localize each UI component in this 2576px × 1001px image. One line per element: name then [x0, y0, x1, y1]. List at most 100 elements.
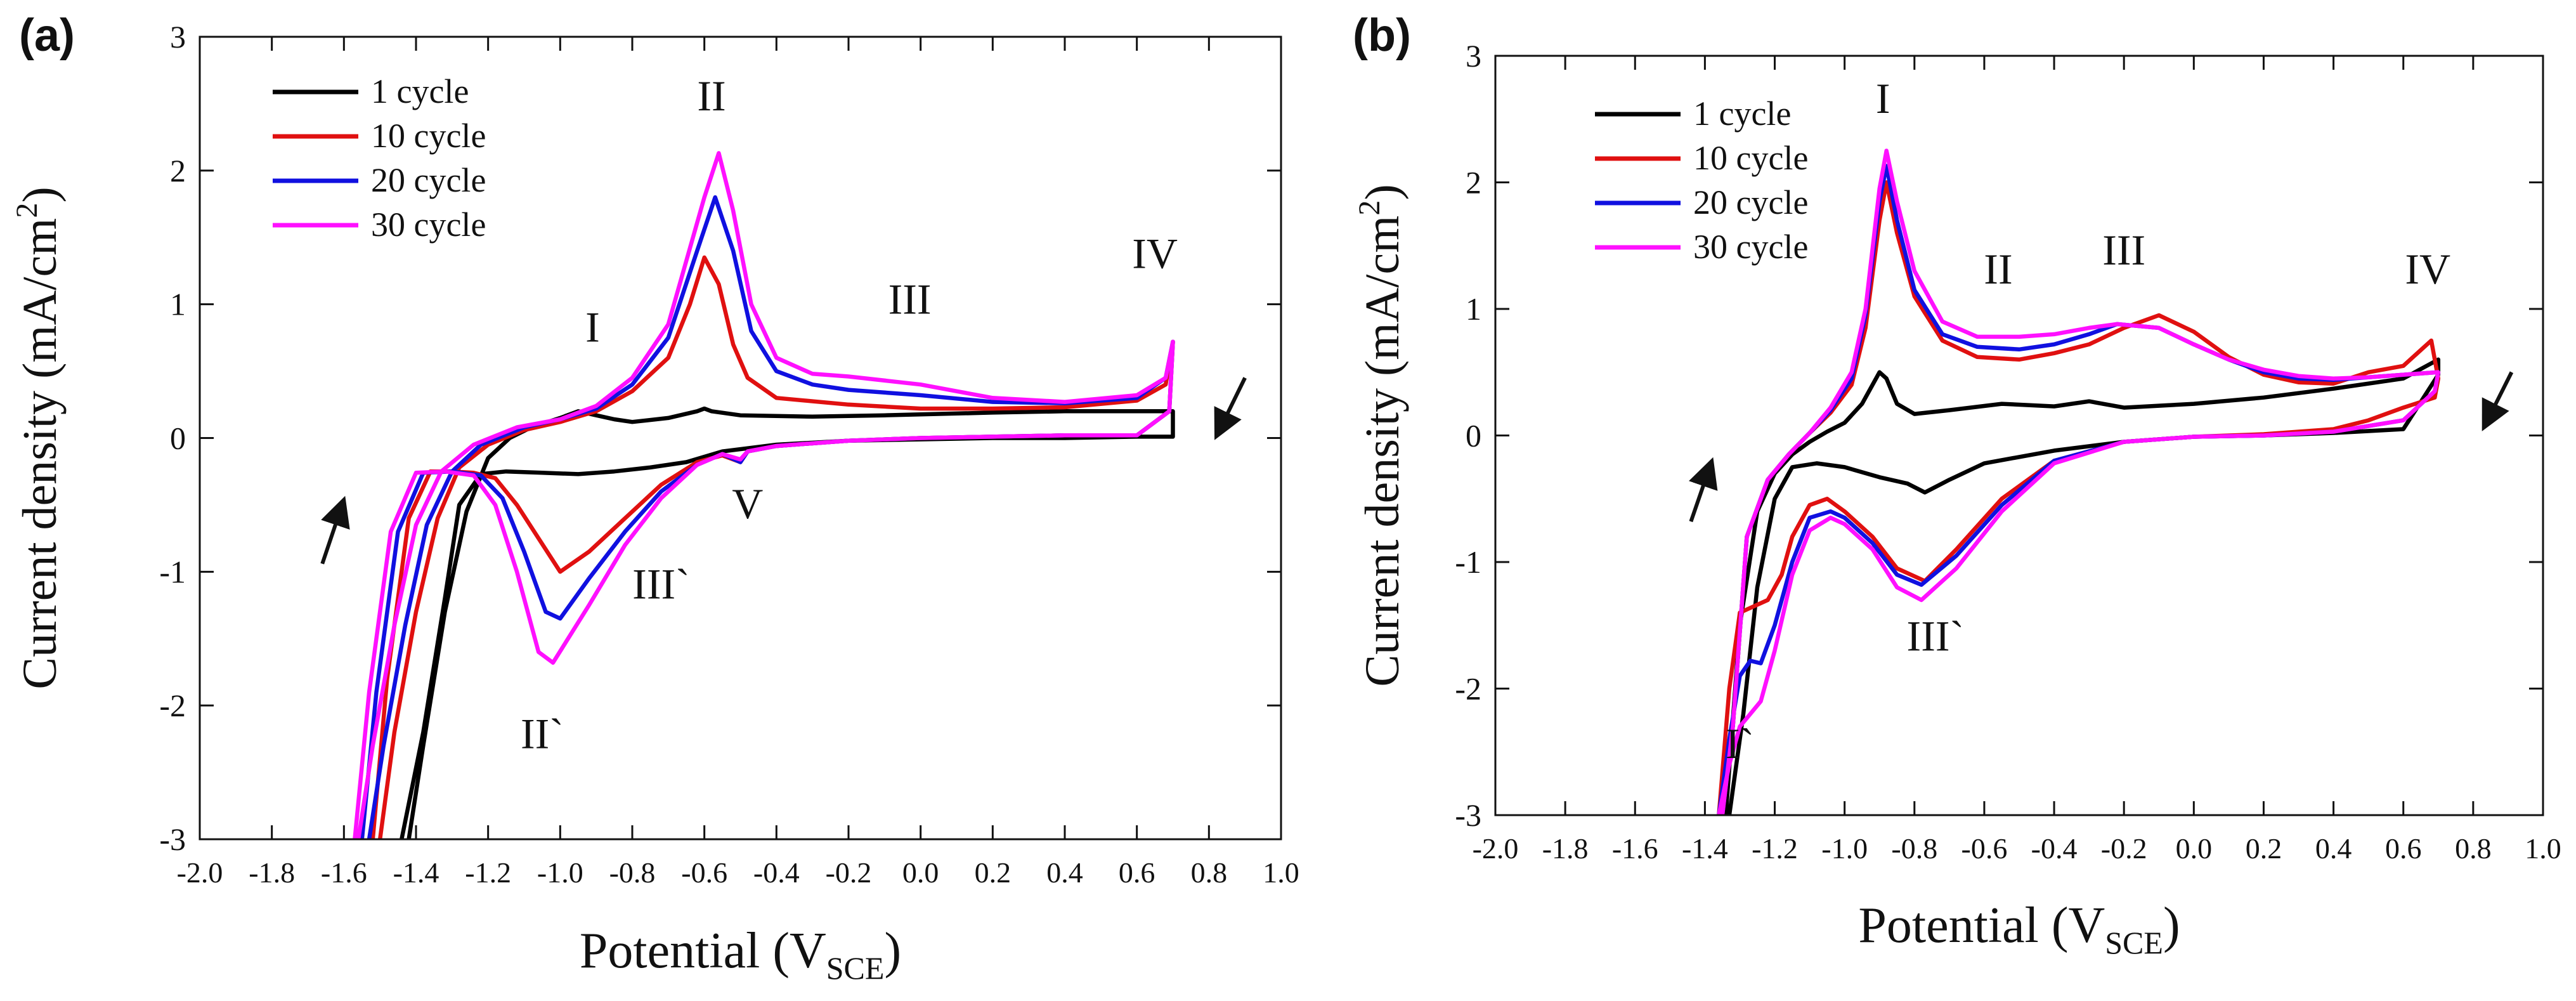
y-axis-label-sup: 2 — [1353, 200, 1386, 216]
y-axis-label: Current density (mA/cm2) — [10, 186, 67, 689]
x-tick-label: -2.0 — [1473, 832, 1519, 865]
scan-direction-arrow — [2482, 371, 2514, 431]
x-tick-label: 0.4 — [2315, 832, 2352, 865]
x-tick-label: 0.2 — [975, 856, 1012, 889]
x-tick-label: 0.8 — [2455, 832, 2492, 865]
y-tick-label: -3 — [1455, 797, 1481, 833]
y-tick-label: 3 — [170, 19, 186, 55]
x-axis-label: Potential (VSCE) — [580, 923, 901, 986]
x-tick-label: -1.8 — [249, 856, 295, 889]
legend-label: 20 cycle — [371, 161, 486, 199]
x-axis-label-main: Potential (V — [1858, 898, 2105, 953]
x-tick-label: 0.6 — [1119, 856, 1155, 889]
peak-annotation: II — [697, 72, 725, 120]
x-tick-label: -0.2 — [826, 856, 872, 889]
x-tick-label: -0.8 — [1891, 832, 1937, 865]
y-tick-label: 0 — [170, 421, 186, 456]
y-tick-label: 1 — [1466, 291, 1481, 327]
x-tick-label: -1.0 — [1821, 832, 1868, 865]
y-tick-label: 3 — [1466, 38, 1481, 74]
x-tick-label: -0.2 — [2101, 832, 2147, 865]
x-axis-label-sub: SCE — [2105, 925, 2163, 960]
x-axis-label-sub: SCE — [826, 950, 885, 986]
peak-annotation: IV — [1132, 230, 1178, 278]
x-tick-label: -0.4 — [2031, 832, 2078, 865]
x-axis-label: Potential (VSCE) — [1858, 898, 2180, 960]
legend-label: 20 cycle — [1693, 183, 1808, 221]
panel-b: (b)-2.0 -1.8 -1.6 -1.4 -1.2 -1.0 -0.8 -0.6 -0.4-… — [1353, 10, 2561, 960]
peak-annotation: I — [1876, 74, 1890, 122]
y-axis-label-sup: 2 — [10, 203, 44, 218]
x-tick-label: 0.6 — [2385, 832, 2422, 865]
y-axis-label-main: Current density (mA/cm — [1356, 216, 1409, 687]
scan-direction-arrow — [1689, 457, 1718, 523]
x-tick-label: -1.6 — [321, 856, 367, 889]
series-line-20-cycle — [1717, 164, 2441, 815]
peak-annotation: II — [1984, 245, 2012, 293]
x-tick-label: -0.4 — [753, 856, 800, 889]
legend-label: 10 cycle — [1693, 139, 1808, 177]
x-tick-label: -0.8 — [609, 856, 656, 889]
peak-annotation: III — [2102, 226, 2145, 274]
legend-label: 30 cycle — [371, 206, 486, 244]
y-axis-label-main: Current density (mA/cm — [13, 218, 67, 690]
y-tick-label: 0 — [1466, 418, 1481, 454]
x-tick-label: 1.0 — [2525, 832, 2561, 865]
series-group — [1717, 148, 2441, 815]
peak-annotation: I — [585, 303, 600, 351]
series-line-1-cycle — [1724, 357, 2441, 815]
y-axis-label-close: ) — [1356, 184, 1409, 200]
x-tick-label: -1.0 — [537, 856, 583, 889]
x-tick-label: -1.2 — [465, 856, 511, 889]
legend-label: 1 cycle — [371, 72, 469, 110]
peak-annotation: I` — [1726, 719, 1754, 768]
scan-direction-arrow — [320, 495, 350, 565]
series-line-10-cycle — [1717, 180, 2441, 815]
x-tick-label: 0.0 — [2176, 832, 2213, 865]
x-tick-label: 0.4 — [1046, 856, 1083, 889]
panel-a: (a)-2.0 -1.8 -1.6 -1.4 -1.2 -1.0 -0.8 -0.6 -0.4-… — [10, 10, 1299, 986]
y-tick-label: -3 — [159, 821, 186, 857]
plot-frame — [1494, 55, 2544, 816]
series-group — [353, 151, 1175, 839]
y-tick-label: -2 — [1455, 671, 1481, 707]
x-tick-label: -1.2 — [1752, 832, 1798, 865]
x-axis-label-close: ) — [884, 923, 901, 979]
peak-annotation: III — [888, 275, 932, 323]
legend-label: 1 cycle — [1693, 95, 1791, 133]
y-axis-label: Current density (mA/cm2) — [1353, 184, 1409, 686]
y-tick-label: -1 — [159, 554, 186, 589]
x-tick-label: -1.4 — [393, 856, 439, 889]
y-tick-label: 1 — [170, 287, 186, 322]
peak-annotation: III` — [1907, 612, 1965, 660]
x-axis-label-main: Potential (V — [580, 923, 826, 979]
panel-label: (b) — [1353, 10, 1411, 61]
peak-annotation: IV — [2405, 245, 2450, 293]
peak-annotation: III` — [632, 560, 690, 608]
series-line-20-cycle — [360, 195, 1175, 839]
x-tick-label: 0.8 — [1191, 856, 1228, 889]
series-line-10-cycle — [370, 255, 1175, 839]
y-tick-label: -2 — [159, 688, 186, 723]
series-line-30-cycle — [1717, 148, 2441, 815]
y-tick-label: 2 — [170, 153, 186, 188]
x-axis-label-close: ) — [2163, 898, 2180, 953]
x-tick-label: -0.6 — [1961, 832, 2008, 865]
scan-direction-arrow — [1214, 377, 1247, 440]
x-tick-label: 0.0 — [902, 856, 939, 889]
panel-label: (a) — [19, 10, 75, 61]
x-tick-label: 1.0 — [1263, 856, 1299, 889]
y-tick-label: 2 — [1466, 165, 1481, 200]
y-axis-label-close: ) — [13, 186, 67, 202]
peak-annotation: II` — [521, 710, 564, 758]
x-tick-label: 0.2 — [2246, 832, 2282, 865]
legend-label: 30 cycle — [1693, 228, 1808, 266]
peak-annotation: V — [732, 480, 763, 528]
x-tick-label: -1.8 — [1542, 832, 1589, 865]
x-tick-label: -1.4 — [1682, 832, 1728, 865]
x-tick-label: -0.6 — [681, 856, 727, 889]
x-tick-label: -2.0 — [177, 856, 223, 889]
legend-label: 10 cycle — [371, 117, 486, 155]
series-line-1-cycle — [400, 406, 1175, 839]
